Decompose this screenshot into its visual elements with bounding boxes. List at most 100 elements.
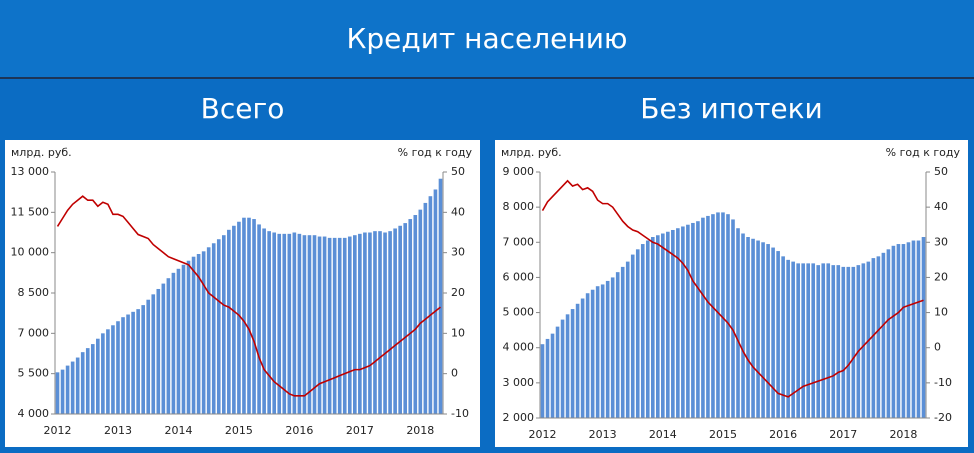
y-tick-label: 8 500 <box>18 286 50 299</box>
bar <box>85 348 90 414</box>
bar <box>876 256 881 418</box>
x-tick-label: 2018 <box>406 424 434 437</box>
bar <box>347 236 352 414</box>
bar <box>716 212 720 418</box>
bar <box>116 321 120 414</box>
bar <box>801 263 805 418</box>
chart-subtitle: Без ипотеки <box>640 92 823 125</box>
y-tick-label: 9 000 <box>503 165 535 178</box>
bar <box>65 365 70 414</box>
bar <box>332 237 337 414</box>
bar <box>766 244 770 418</box>
bar <box>237 221 241 414</box>
y-axis-label: млрд. руб. <box>501 146 562 159</box>
bar <box>423 202 428 414</box>
x-tick-label: 2017 <box>346 424 374 437</box>
bar <box>600 284 605 418</box>
bar <box>302 235 307 414</box>
y2-tick-label: 40 <box>451 205 465 218</box>
y-tick-label: 2 000 <box>503 411 535 424</box>
bar <box>383 232 387 414</box>
bar <box>841 266 846 418</box>
bar <box>393 228 397 414</box>
bar <box>886 249 891 418</box>
bar <box>413 215 418 414</box>
y2-tick-label: 10 <box>934 306 948 319</box>
bar <box>211 243 216 414</box>
bar <box>55 372 60 414</box>
bar <box>816 265 821 418</box>
bar <box>701 217 705 418</box>
bar <box>388 231 392 414</box>
bar <box>196 254 201 414</box>
y-tick-label: 13 000 <box>11 165 50 178</box>
slide-title: Кредит населению <box>347 22 628 55</box>
bar <box>635 249 640 418</box>
y-tick-label: 10 000 <box>11 246 50 259</box>
y2-tick-label: 0 <box>934 341 941 354</box>
y2-tick-label: 30 <box>934 235 948 248</box>
bar <box>861 263 866 418</box>
bar <box>146 299 151 414</box>
y-tick-label: 8 000 <box>503 200 535 213</box>
bar <box>176 268 181 414</box>
bar <box>570 309 575 418</box>
bar <box>292 232 297 414</box>
y2-tick-label: 20 <box>934 270 948 283</box>
x-tick-label: 2015 <box>225 424 253 437</box>
bar <box>342 237 347 414</box>
bar <box>373 231 377 414</box>
y-tick-label: 4 000 <box>503 341 535 354</box>
bar <box>242 217 246 414</box>
bar <box>826 263 831 418</box>
bar <box>282 233 287 414</box>
bar <box>696 221 700 418</box>
bar <box>378 231 382 414</box>
x-tick-label: 2013 <box>104 424 132 437</box>
bar <box>555 326 560 418</box>
bar <box>691 222 695 418</box>
bar <box>312 235 317 414</box>
bar <box>580 298 585 418</box>
bar <box>398 225 402 414</box>
bar <box>560 319 565 418</box>
bar <box>761 242 765 418</box>
y-tick-label: 6 000 <box>503 270 535 283</box>
bar <box>206 247 211 414</box>
bar <box>131 311 135 414</box>
line <box>541 179 924 398</box>
bar <box>227 229 231 414</box>
y-axis-label: млрд. руб. <box>11 146 72 159</box>
bar <box>363 232 367 414</box>
bar <box>126 314 130 414</box>
bar <box>166 278 171 414</box>
bar <box>595 286 600 418</box>
bar <box>711 214 715 418</box>
bar <box>786 259 790 418</box>
bar <box>706 215 710 418</box>
bar <box>60 369 65 414</box>
bar <box>403 223 408 414</box>
bar <box>741 233 745 418</box>
x-tick-label: 2018 <box>889 428 917 441</box>
bar <box>70 361 75 414</box>
bar <box>156 288 161 414</box>
y-tick-label: 4 000 <box>18 407 50 420</box>
y2-tick-label: -10 <box>934 376 952 389</box>
y-tick-label: 5 000 <box>503 306 535 319</box>
bar <box>327 237 332 414</box>
bar <box>901 244 906 418</box>
bar <box>736 228 740 418</box>
bar <box>358 233 362 414</box>
bar <box>781 256 785 418</box>
bar <box>891 245 896 418</box>
bar <box>90 344 95 414</box>
bar <box>605 280 610 418</box>
bar <box>721 212 725 418</box>
bar <box>221 235 226 414</box>
bar <box>650 237 655 418</box>
bar <box>896 244 901 418</box>
x-tick-label: 2014 <box>649 428 677 441</box>
y2-tick-label: -20 <box>934 411 952 424</box>
